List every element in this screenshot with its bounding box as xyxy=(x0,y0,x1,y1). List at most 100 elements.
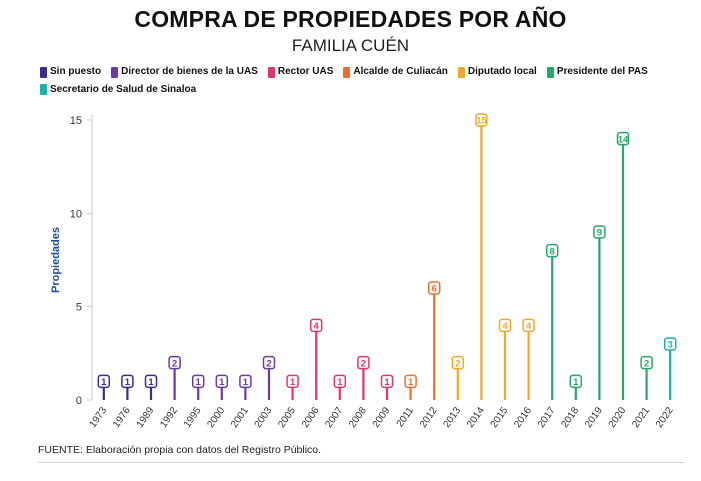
legend-swatch xyxy=(40,84,47,95)
data-label: 8 xyxy=(550,246,555,257)
x-tick-label: 1989 xyxy=(135,405,157,430)
data-label: 1 xyxy=(148,377,154,388)
x-tick-label: 2001 xyxy=(229,405,251,430)
value-marker xyxy=(663,337,677,351)
value-marker xyxy=(404,374,417,389)
value-marker xyxy=(616,131,630,146)
x-tick-label: 1992 xyxy=(158,405,180,430)
legend: Sin puesto Director de bienes de la UAS Re… xyxy=(40,65,680,100)
legend-swatch xyxy=(546,66,554,78)
data-label: 4 xyxy=(502,321,508,332)
data-label: 1 xyxy=(384,377,390,388)
value-marker xyxy=(593,225,606,239)
value-marker xyxy=(262,355,276,370)
x-tick-label: 2003 xyxy=(253,405,275,430)
x-tick-label: 2021 xyxy=(630,405,652,430)
data-label: 1 xyxy=(290,377,296,388)
x-tick-label: 1995 xyxy=(182,405,204,430)
data-label: 2 xyxy=(455,358,460,369)
x-tick-label: 2020 xyxy=(607,405,629,430)
value-marker xyxy=(333,374,347,389)
value-marker xyxy=(357,355,370,370)
data-label: 14 xyxy=(618,134,629,145)
legend-label: Alcalde de Culiacán xyxy=(353,66,448,77)
data-label: 15 xyxy=(476,116,487,127)
value-marker xyxy=(640,355,653,370)
legend-item: Presidente del PAS xyxy=(546,65,648,79)
legend-label: Sin puesto xyxy=(50,66,102,77)
data-label: 4 xyxy=(314,321,320,332)
data-label: 1 xyxy=(408,377,414,388)
value-marker xyxy=(498,318,512,333)
value-marker xyxy=(121,374,134,389)
value-marker xyxy=(239,374,252,389)
data-label: 1 xyxy=(101,377,107,388)
data-label: 1 xyxy=(337,377,343,388)
value-marker xyxy=(569,374,583,389)
legend-label: Secretario de Salud de Sinaloa xyxy=(50,83,197,95)
data-label: 2 xyxy=(172,358,177,369)
data-label: 1 xyxy=(125,377,131,388)
legend-swatch xyxy=(40,66,47,78)
value-marker xyxy=(168,355,181,370)
x-tick-label: 2009 xyxy=(371,405,393,430)
source-note: FUENTE: Elaboración propia con datos del… xyxy=(38,444,322,456)
x-tick-label: 2006 xyxy=(300,405,322,430)
legend-label: Presidente del PAS xyxy=(556,66,648,77)
value-marker xyxy=(522,318,535,333)
x-tick-label: 1973 xyxy=(87,405,109,430)
x-tick-label: 2008 xyxy=(347,405,369,430)
data-label: 3 xyxy=(668,340,673,351)
x-tick-label: 2007 xyxy=(323,405,345,430)
x-tick-label: 2014 xyxy=(465,405,487,430)
value-marker xyxy=(451,355,465,370)
x-tick-label: 2011 xyxy=(395,405,417,429)
legend-item: Secretario de Salud de Sinaloa xyxy=(40,83,196,97)
data-label: 1 xyxy=(219,377,225,388)
legend-label: Director de bienes de la UAS xyxy=(121,66,258,77)
chart-subtitle: FAMILIA CUÉN xyxy=(291,36,410,55)
data-label: 6 xyxy=(432,284,437,295)
value-marker xyxy=(144,374,158,389)
value-marker xyxy=(286,374,299,389)
value-marker xyxy=(191,374,205,389)
value-marker xyxy=(475,113,488,127)
footer-divider xyxy=(38,462,684,463)
data-label: 9 xyxy=(597,228,602,239)
legend-item: Diputado local xyxy=(457,65,537,79)
data-label: 2 xyxy=(644,358,649,369)
x-tick-label: 2018 xyxy=(559,405,581,430)
legend-swatch xyxy=(343,66,351,78)
y-tick-label: 10 xyxy=(70,208,82,220)
legend-swatch xyxy=(457,66,465,78)
x-tick-label: 2005 xyxy=(276,405,298,430)
x-tick-label: 2022 xyxy=(654,405,676,430)
value-marker xyxy=(215,374,229,389)
chart-title: COMPRA DE PROPIEDADES POR AÑO xyxy=(134,6,567,32)
data-label: 2 xyxy=(361,358,366,369)
legend-swatch xyxy=(267,66,275,78)
y-axis-label: Propiedades xyxy=(50,227,62,293)
y-tick-label: 0 xyxy=(76,395,82,407)
x-tick-label: 2019 xyxy=(583,405,605,430)
legend-swatch xyxy=(111,66,119,78)
legend-item: Director de bienes de la UAS xyxy=(111,65,258,79)
data-label: 1 xyxy=(196,377,202,388)
legend-label: Diputado local xyxy=(467,66,537,77)
data-label: 1 xyxy=(573,377,579,388)
data-label: 2 xyxy=(266,358,271,369)
x-tick-label: 1976 xyxy=(111,405,133,430)
value-marker xyxy=(97,374,111,389)
legend-item: Alcalde de Culiacán xyxy=(343,65,448,79)
legend-item: Rector UAS xyxy=(267,65,334,79)
x-tick-label: 2017 xyxy=(536,405,558,430)
legend-item: Sin puesto xyxy=(40,65,101,79)
y-tick-label: 5 xyxy=(76,302,82,314)
legend-label: Rector UAS xyxy=(277,66,334,77)
lollipop-chart: 051015Propiedades11973119761198921992119… xyxy=(50,113,677,430)
x-tick-label: 2000 xyxy=(205,405,227,430)
x-tick-label: 2013 xyxy=(441,405,463,430)
data-label: 4 xyxy=(526,321,532,332)
data-label: 1 xyxy=(243,377,249,388)
x-tick-label: 2012 xyxy=(418,405,440,430)
